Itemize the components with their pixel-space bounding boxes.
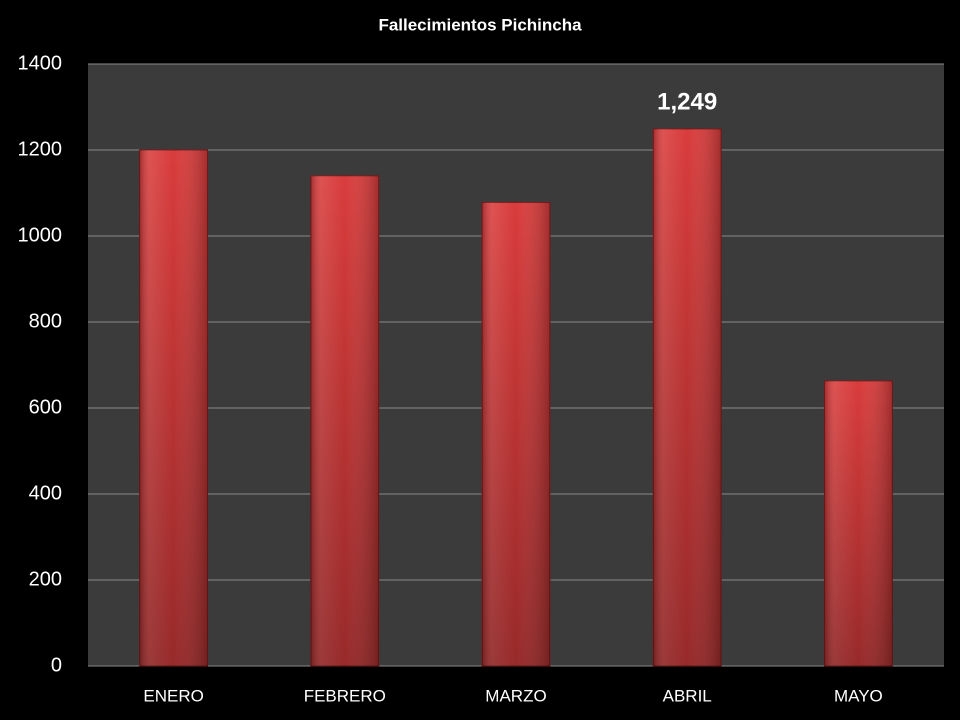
y-tick-label: 1200	[18, 138, 63, 160]
y-tick-label: 1400	[18, 52, 63, 74]
bar	[823, 380, 893, 667]
x-tick-label: FEBRERO	[304, 686, 386, 705]
y-tick-label: 800	[29, 310, 62, 332]
bar	[652, 128, 722, 667]
x-tick-label: ABRIL	[663, 686, 712, 705]
chart-title: Fallecimientos Pichincha	[378, 15, 582, 34]
bar	[481, 201, 551, 667]
y-tick-label: 1000	[18, 224, 63, 246]
y-tick-label: 400	[29, 482, 62, 504]
y-tick-label: 600	[29, 396, 62, 418]
x-tick-label: MAYO	[834, 686, 883, 705]
y-tick-label: 0	[51, 654, 62, 676]
bar	[139, 149, 209, 667]
x-tick-label: MARZO	[485, 686, 546, 705]
y-tick-label: 200	[29, 568, 62, 590]
bar	[310, 175, 380, 667]
value-label: 1,249	[657, 88, 717, 115]
x-tick-label: ENERO	[143, 686, 203, 705]
